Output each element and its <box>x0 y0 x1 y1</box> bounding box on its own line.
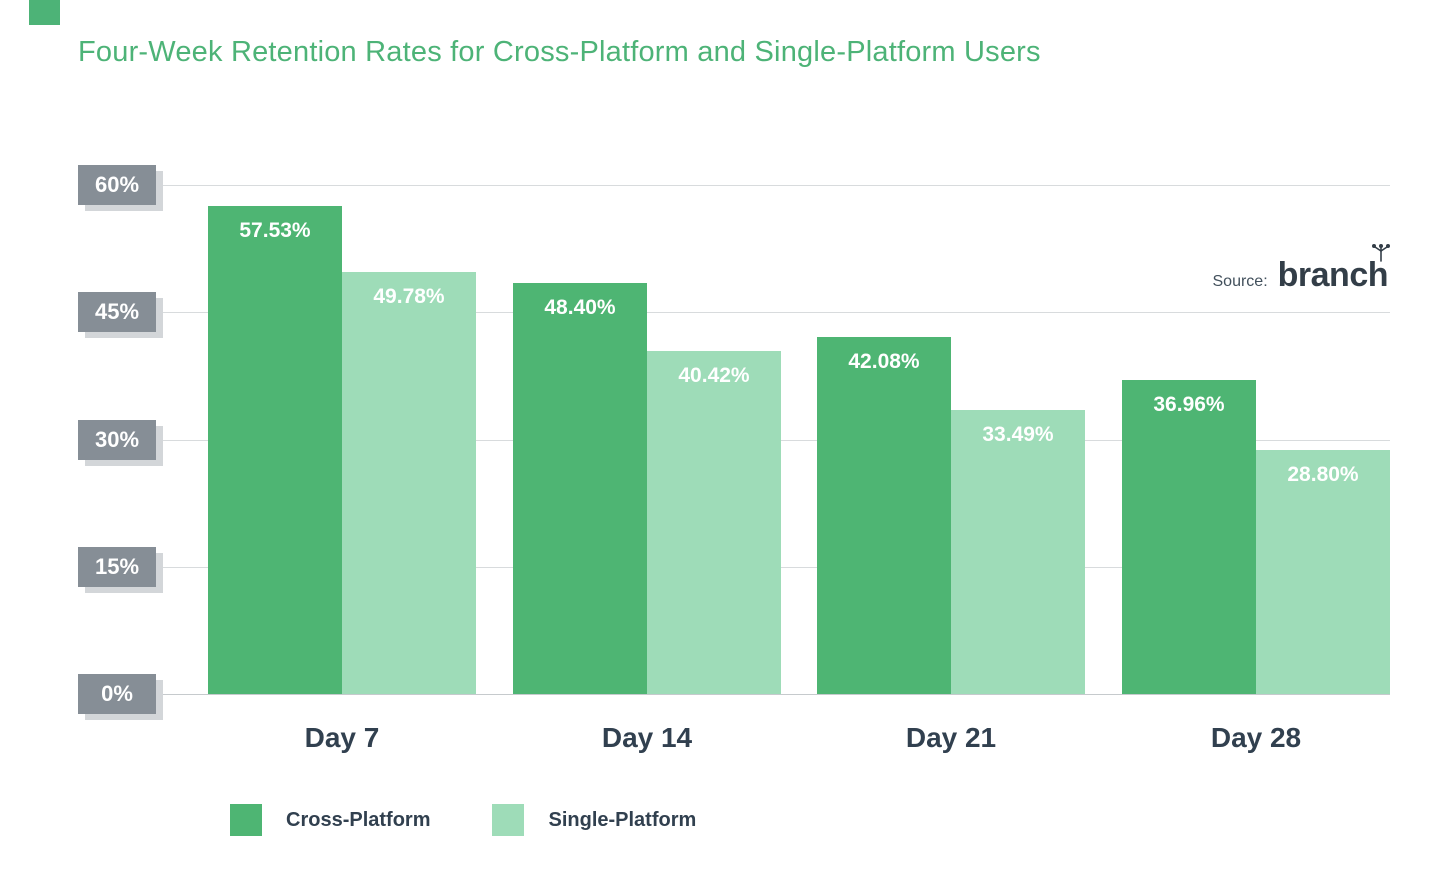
x-axis-label-day-21: Day 21 <box>905 722 997 753</box>
bar-value-label: 57.53% <box>239 219 311 242</box>
x-axis-label-day-28: Day 28 <box>1210 722 1302 753</box>
bar-single-platform-day-14: 40.42% <box>647 351 781 694</box>
legend-swatch-single-platform <box>492 804 525 836</box>
ytick-badge-60%: 60% <box>78 165 156 205</box>
bar-value-label: 36.96% <box>1153 393 1225 416</box>
legend-label-cross-platform: Cross-Platform <box>286 808 431 831</box>
bar-single-platform-day-21: 33.49% <box>951 410 1085 694</box>
ytick-badge-0%: 0% <box>78 674 156 714</box>
bar-value-label: 48.40% <box>544 296 616 319</box>
bar-value-label: 40.42% <box>678 364 750 387</box>
ytick-badge-30%: 30% <box>78 420 156 460</box>
gridline-45% <box>160 312 1390 313</box>
legend-entry-single-platform: Single-Platform <box>492 804 696 836</box>
chart-legend: Cross-Platform Single-Platform <box>230 804 696 836</box>
source-attribution: Source: branch <box>1212 244 1390 295</box>
bar-cross-platform-day-14: 48.40% <box>513 283 647 694</box>
x-axis-label-day-14: Day 14 <box>601 722 693 753</box>
legend-label-single-platform: Single-Platform <box>548 808 697 831</box>
ytick-badge-15%: 15% <box>78 547 156 587</box>
branch-logo: branch <box>1277 244 1390 295</box>
bar-cross-platform-day-7: 57.53% <box>208 206 342 694</box>
bar-cross-platform-day-21: 42.08% <box>817 337 951 694</box>
x-axis-label-day-7: Day 7 <box>304 722 380 753</box>
ytick-badge-45%: 45% <box>78 292 156 332</box>
bar-value-label: 28.80% <box>1287 463 1359 486</box>
legend-entry-cross-platform: Cross-Platform <box>230 804 430 836</box>
bar-cross-platform-day-28: 36.96% <box>1122 380 1256 694</box>
bar-value-label: 33.49% <box>982 423 1054 446</box>
bar-value-label: 42.08% <box>848 350 920 373</box>
legend-swatch-cross-platform <box>230 804 262 836</box>
bar-value-label: 49.78% <box>373 285 445 308</box>
chart-title: Four-Week Retention Rates for Cross-Plat… <box>78 36 1041 68</box>
bar-single-platform-day-7: 49.78% <box>342 272 476 694</box>
corner-accent-square <box>29 0 60 25</box>
source-label: Source: <box>1212 273 1268 290</box>
gridline-60% <box>160 185 1390 186</box>
bar-single-platform-day-28: 28.80% <box>1256 450 1390 694</box>
branch-logo-text: branch <box>1277 256 1389 294</box>
x-axis-baseline <box>160 694 1390 695</box>
branch-sprout-icon <box>1372 244 1390 262</box>
